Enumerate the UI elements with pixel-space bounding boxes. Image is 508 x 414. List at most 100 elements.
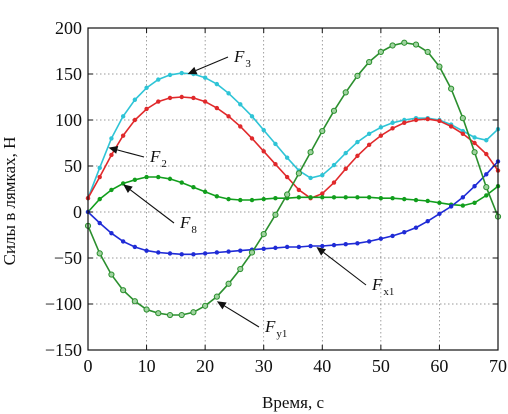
data-point (308, 243, 313, 249)
data-point (284, 174, 290, 180)
data-point (214, 81, 220, 87)
plot-frame (87, 27, 499, 351)
data-point (179, 70, 184, 76)
grid (88, 28, 498, 350)
x-tick-label: 20 (196, 356, 214, 376)
data-point (156, 77, 161, 82)
data-point (402, 230, 407, 235)
data-point (109, 136, 114, 141)
data-point (144, 106, 149, 112)
series-label: F3 (233, 47, 251, 70)
data-point (295, 170, 302, 177)
data-point (378, 125, 384, 130)
data-point (202, 99, 208, 104)
data-point (484, 151, 489, 157)
data-point (448, 124, 454, 129)
data-point (179, 252, 184, 257)
data-point (331, 195, 337, 200)
data-point (390, 233, 395, 239)
data-point (307, 149, 314, 156)
data-point (179, 94, 184, 100)
annotation-arrowhead (187, 66, 198, 75)
y-tick-label: −150 (45, 340, 82, 360)
data-point (178, 311, 185, 319)
data-point (202, 189, 208, 194)
data-point (191, 95, 196, 101)
x-tick-label: 60 (430, 356, 448, 376)
data-point (354, 72, 361, 79)
data-point (460, 131, 466, 136)
plot-background (88, 28, 498, 350)
data-point (377, 48, 384, 56)
data-point (366, 131, 372, 136)
data-point (296, 187, 302, 193)
data-point (167, 251, 173, 256)
data-point (97, 220, 102, 226)
data-point (131, 298, 138, 305)
data-point (191, 184, 196, 190)
data-point (249, 114, 255, 119)
data-point (460, 195, 466, 200)
y-tick-label: 0 (73, 202, 82, 222)
data-point (179, 180, 184, 185)
data-point (284, 244, 290, 250)
data-point (202, 302, 209, 309)
data-point (425, 219, 430, 224)
data-point (214, 105, 220, 111)
data-point (97, 165, 102, 171)
data-point (342, 89, 349, 96)
data-point (366, 195, 372, 200)
data-point (132, 97, 138, 102)
annotation-leader (117, 149, 145, 158)
data-point (320, 173, 325, 178)
data-point (425, 198, 430, 204)
data-point (343, 242, 348, 247)
data-point (472, 135, 477, 140)
data-point (448, 85, 455, 92)
data-point (472, 140, 477, 146)
data-point (132, 117, 138, 123)
data-point (320, 195, 325, 200)
data-point (167, 72, 173, 78)
axis-ticks: 0 10 20 30 40 50 60 70 −150 −100 −50 0 50 100 150 200 (45, 18, 507, 376)
data-point (459, 115, 466, 122)
data-point (156, 99, 161, 104)
y-tick-label: 200 (55, 18, 82, 38)
data-point (109, 230, 114, 236)
data-point (472, 184, 477, 189)
data-point (156, 250, 161, 255)
data-point (424, 48, 431, 56)
data-point (260, 230, 267, 238)
data-point (261, 196, 266, 202)
data-point (132, 244, 138, 250)
data-point (471, 149, 478, 156)
data-point (273, 161, 278, 167)
data-point (378, 133, 384, 138)
data-point (448, 204, 454, 209)
data-point (389, 42, 396, 49)
y-tick-label: −100 (45, 294, 82, 314)
series-label: F8 (179, 213, 197, 236)
series-label: Fx1 (371, 275, 394, 298)
y-tick-label: 100 (55, 110, 82, 130)
data-point (120, 133, 126, 138)
data-point (436, 63, 443, 70)
data-point (484, 172, 489, 177)
data-point (226, 114, 231, 119)
x-axis-label: Время, с (262, 393, 324, 412)
annotation-arrowhead (123, 184, 133, 194)
data-point (144, 174, 149, 180)
data-point (331, 162, 337, 168)
data-point (401, 39, 408, 46)
x-tick-label: 0 (84, 356, 93, 376)
data-point (120, 181, 126, 186)
data-point (390, 196, 395, 201)
annotation-leader (195, 56, 229, 72)
data-point (120, 287, 127, 294)
y-tick-label: 150 (55, 64, 82, 84)
y-axis-label: Силы в лямках, Н (0, 137, 19, 266)
data-point (226, 249, 231, 254)
annotation-fx1: Fx1 (316, 246, 394, 298)
x-tick-label: 40 (313, 356, 331, 376)
